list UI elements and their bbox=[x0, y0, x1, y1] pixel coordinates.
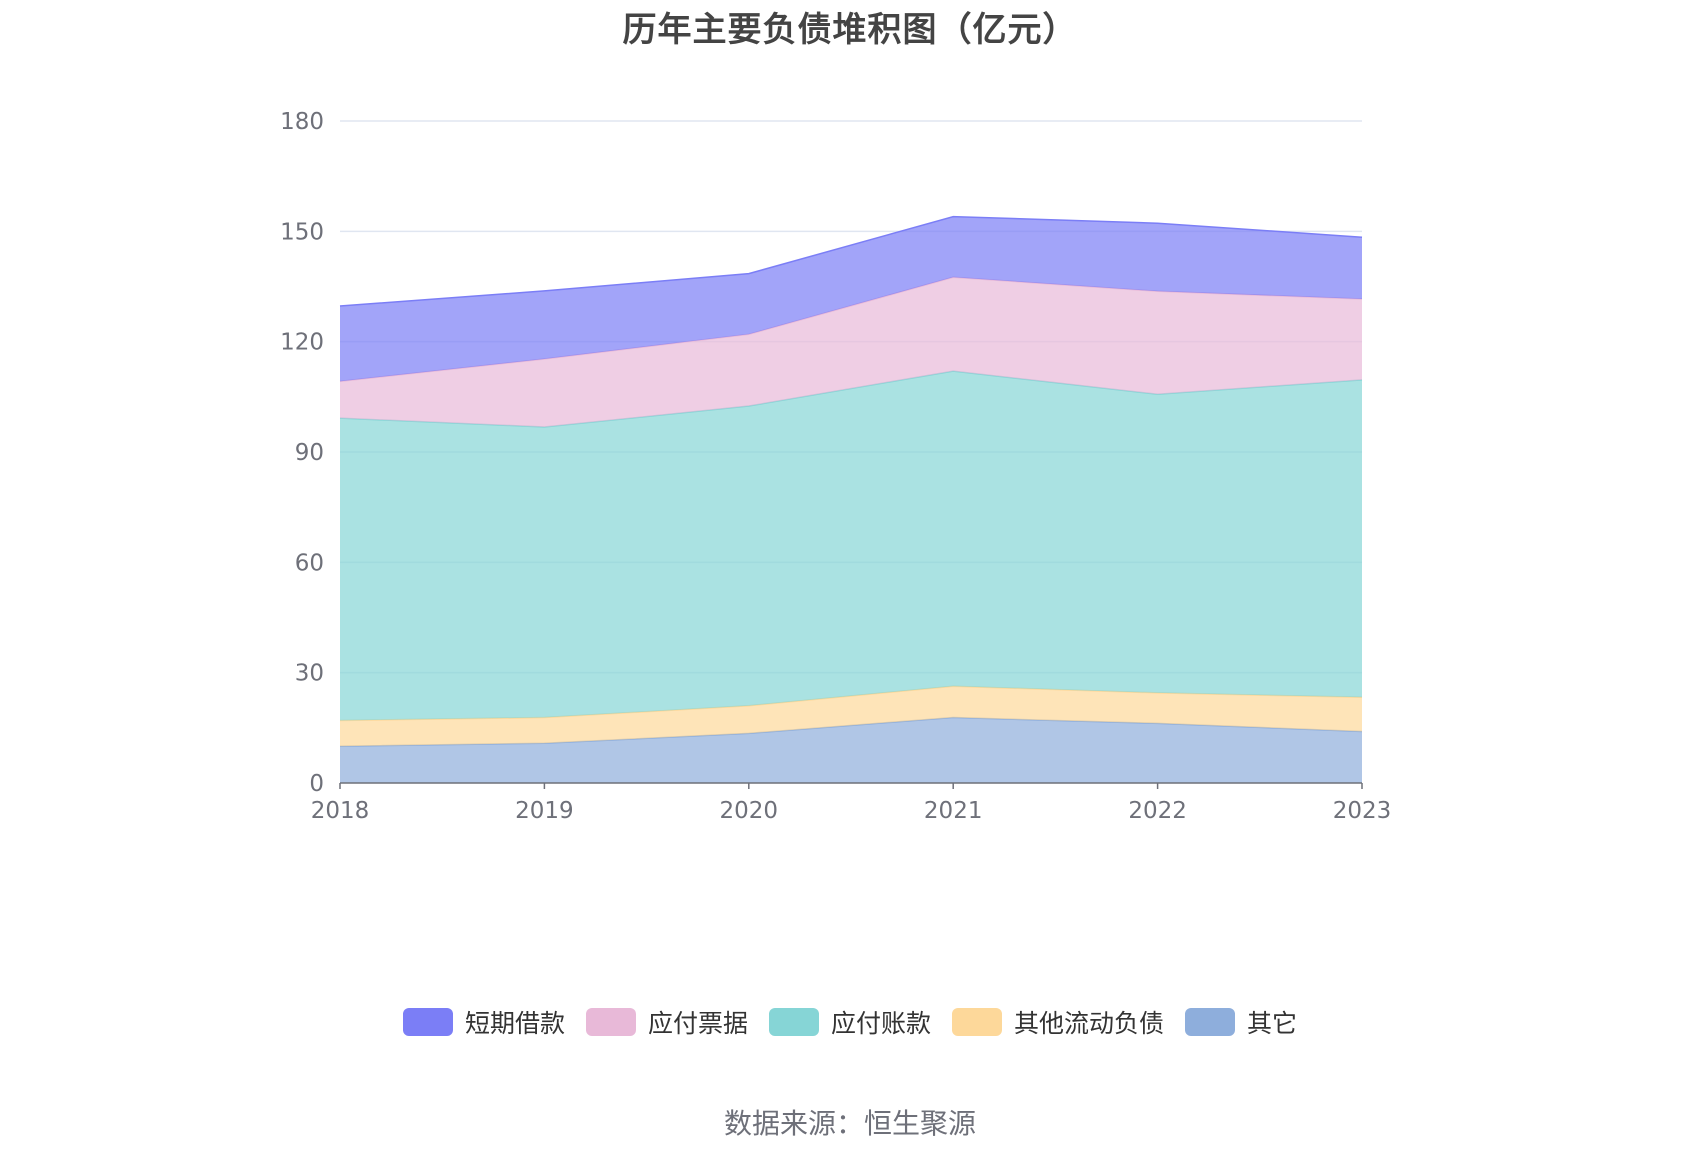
area-1 bbox=[340, 686, 1362, 747]
y-tick-label: 60 bbox=[295, 550, 324, 576]
legend-label: 应付票据 bbox=[647, 1009, 748, 1038]
legend-item[interactable]: 其他流动负债 bbox=[952, 1004, 1164, 1040]
area-0 bbox=[340, 717, 1362, 783]
x-tick-label: 2022 bbox=[1128, 798, 1187, 824]
x-tick-label: 2019 bbox=[515, 798, 574, 824]
x-tick-label: 2021 bbox=[924, 798, 983, 824]
legend-label: 其他流动负债 bbox=[1014, 1009, 1165, 1038]
x-tick-label: 2020 bbox=[720, 798, 779, 824]
y-tick-label: 90 bbox=[295, 440, 324, 466]
x-tick-label: 2023 bbox=[1333, 798, 1392, 824]
y-tick-label: 30 bbox=[295, 661, 324, 687]
legend: 短期借款 应付票据 应付账款 其他流动负债 其它 bbox=[0, 1004, 1700, 1040]
legend-item[interactable]: 应付票据 bbox=[585, 1004, 748, 1040]
area-4 bbox=[340, 216, 1362, 382]
legend-item[interactable]: 短期借款 bbox=[402, 1004, 565, 1040]
y-tick-label: 120 bbox=[280, 330, 324, 356]
legend-item[interactable]: 应付账款 bbox=[768, 1004, 931, 1040]
y-tick-label: 180 bbox=[280, 109, 324, 135]
legend-swatch bbox=[1185, 1008, 1236, 1036]
source-note: 数据来源：恒生聚源 bbox=[723, 1107, 976, 1140]
area-series bbox=[339, 215, 1363, 783]
legend-swatch bbox=[952, 1008, 1002, 1036]
y-tick-label: 0 bbox=[309, 771, 324, 797]
area-edge-4 bbox=[339, 215, 1363, 307]
legend-swatch bbox=[402, 1008, 453, 1036]
axes: 0 30 60 90 120 150 180 2018 2019 2020 2021 2022 2023 bbox=[280, 109, 1391, 824]
legend-label: 其它 bbox=[1247, 1009, 1298, 1038]
area-2 bbox=[340, 371, 1362, 721]
legend-swatch bbox=[768, 1008, 819, 1036]
legend-swatch bbox=[585, 1008, 636, 1036]
area-3 bbox=[340, 277, 1362, 427]
legend-item[interactable]: 其它 bbox=[1185, 1004, 1297, 1040]
legend-label: 应付账款 bbox=[830, 1009, 931, 1038]
x-tick-label: 2018 bbox=[311, 798, 370, 824]
chart-title: 历年主要负债堆积图（亿元） bbox=[622, 10, 1078, 50]
legend-label: 短期借款 bbox=[464, 1009, 565, 1038]
y-tick-label: 150 bbox=[280, 219, 324, 245]
